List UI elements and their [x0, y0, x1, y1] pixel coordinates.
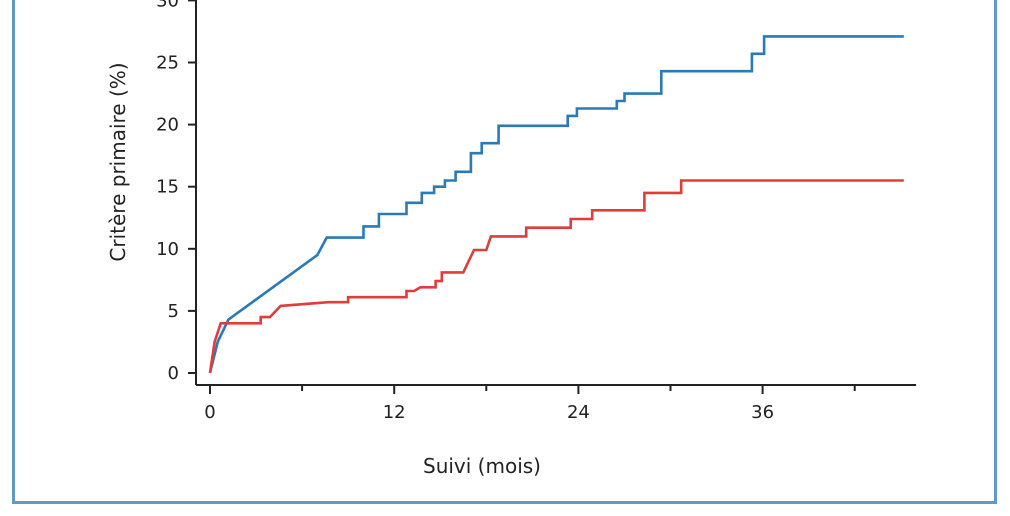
y-axis-label: Critère primaire (%) [106, 62, 130, 261]
series-line-2 [208, 179, 904, 374]
y-tick-label: 30 [156, 0, 179, 11]
x-tick-label: 24 [567, 402, 590, 423]
x-axis-label: Suivi (mois) [423, 454, 541, 478]
x-tick-label: 12 [383, 402, 406, 423]
x-tick-label: 0 [204, 402, 215, 423]
y-tick-label: 20 [156, 115, 179, 136]
y-tick-label: 15 [156, 177, 179, 198]
x-tick-label: 36 [751, 402, 774, 423]
line-chart: 0 5 10 15 20 25 30 0 12 24 36 Critère primaire (%)… [106, 0, 917, 478]
chart-frame: 0 5 10 15 20 25 30 0 12 24 36 Critère primaire (%)… [12, 0, 997, 504]
y-tick-label: 0 [168, 363, 179, 384]
y-tick-label: 10 [156, 239, 179, 260]
series-line-1 [208, 35, 904, 374]
y-tick-label: 25 [156, 53, 179, 74]
y-tick-label: 5 [168, 301, 179, 322]
